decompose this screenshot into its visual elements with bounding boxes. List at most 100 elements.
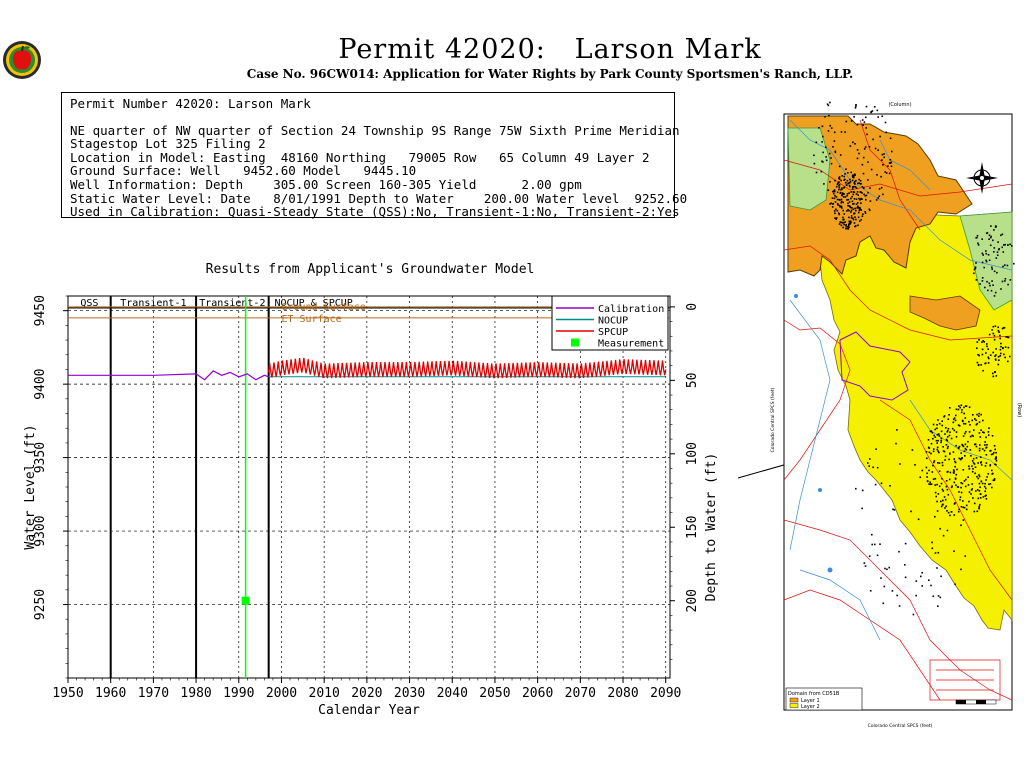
well-marker	[856, 123, 859, 126]
well-marker	[985, 462, 988, 464]
well-marker	[849, 220, 852, 223]
well-marker	[980, 413, 982, 416]
well-marker	[962, 506, 964, 509]
well-marker	[868, 208, 870, 211]
well-marker	[972, 414, 974, 416]
well-marker	[967, 476, 969, 478]
well-marker	[852, 191, 855, 193]
well-marker	[968, 491, 971, 493]
well-marker	[933, 448, 935, 450]
x-tick-label: 2060	[522, 686, 553, 701]
legend-label: Calibration	[598, 304, 664, 315]
well-marker	[848, 182, 851, 184]
well-marker	[977, 353, 979, 356]
well-marker	[904, 542, 907, 545]
well-marker	[867, 161, 869, 163]
well-marker	[855, 104, 857, 106]
well-marker	[993, 338, 996, 341]
well-marker	[1007, 244, 1009, 246]
well-marker	[991, 486, 993, 489]
well-marker	[984, 482, 986, 485]
well-marker	[959, 498, 961, 501]
well-marker	[985, 454, 988, 456]
well-marker	[920, 575, 922, 578]
well-marker	[974, 418, 976, 420]
well-marker	[935, 495, 937, 498]
well-marker	[1004, 264, 1006, 266]
well-marker	[994, 463, 996, 466]
well-marker	[981, 252, 984, 255]
well-marker	[979, 497, 982, 499]
well-marker	[835, 217, 838, 219]
well-marker	[978, 507, 980, 509]
well-marker	[1001, 246, 1003, 249]
well-marker	[977, 364, 980, 367]
well-marker	[879, 543, 881, 545]
well-marker	[839, 221, 842, 223]
well-marker	[984, 495, 986, 497]
well-marker	[940, 482, 943, 485]
well-marker	[856, 157, 859, 160]
well-marker	[947, 493, 950, 496]
well-marker	[874, 147, 877, 150]
well-marker	[1002, 251, 1005, 253]
well-marker	[991, 329, 993, 331]
well-marker	[843, 175, 845, 178]
well-marker	[999, 337, 1001, 340]
well-marker	[936, 446, 939, 449]
well-marker	[993, 295, 996, 297]
well-marker	[841, 188, 843, 190]
well-marker	[987, 431, 990, 433]
well-marker	[857, 206, 859, 208]
map-streams	[789, 119, 1013, 641]
well-marker	[959, 496, 962, 498]
well-marker	[988, 357, 990, 360]
well-marker	[848, 184, 851, 187]
well-marker	[854, 107, 857, 109]
well-marker	[896, 594, 898, 597]
well-marker	[954, 502, 956, 504]
well-marker	[958, 445, 961, 448]
well-marker	[995, 257, 998, 259]
well-marker	[942, 499, 944, 502]
well-marker	[842, 209, 844, 212]
well-marker	[950, 511, 953, 513]
well-marker	[981, 261, 984, 264]
well-marker	[955, 408, 958, 411]
well-marker	[993, 334, 996, 337]
well-marker	[961, 443, 963, 446]
well-marker	[955, 473, 958, 476]
well-marker	[932, 437, 934, 440]
well-marker	[991, 435, 994, 437]
well-marker	[863, 562, 866, 564]
well-marker	[1005, 336, 1007, 338]
well-marker	[892, 508, 894, 511]
well-marker	[992, 239, 994, 242]
well-marker	[995, 348, 997, 350]
well-marker	[932, 478, 935, 480]
well-marker	[994, 448, 996, 451]
well-marker	[847, 225, 849, 228]
well-marker	[936, 433, 939, 436]
well-marker	[964, 443, 967, 446]
well-marker	[862, 213, 864, 215]
well-marker	[978, 354, 980, 357]
well-marker	[940, 505, 943, 508]
well-marker	[971, 483, 973, 485]
well-marker	[841, 192, 844, 194]
well-marker	[948, 478, 951, 481]
well-marker	[979, 444, 981, 446]
well-marker	[983, 449, 986, 452]
well-marker	[952, 418, 955, 421]
well-marker	[827, 130, 830, 132]
well-marker	[842, 201, 844, 204]
well-marker	[978, 449, 981, 452]
well-marker	[999, 355, 1002, 357]
well-marker	[842, 219, 844, 221]
well-marker	[866, 133, 868, 136]
well-marker	[962, 420, 964, 423]
well-marker	[895, 442, 897, 445]
well-marker	[964, 405, 967, 407]
well-marker	[881, 115, 883, 118]
well-marker	[859, 206, 861, 209]
